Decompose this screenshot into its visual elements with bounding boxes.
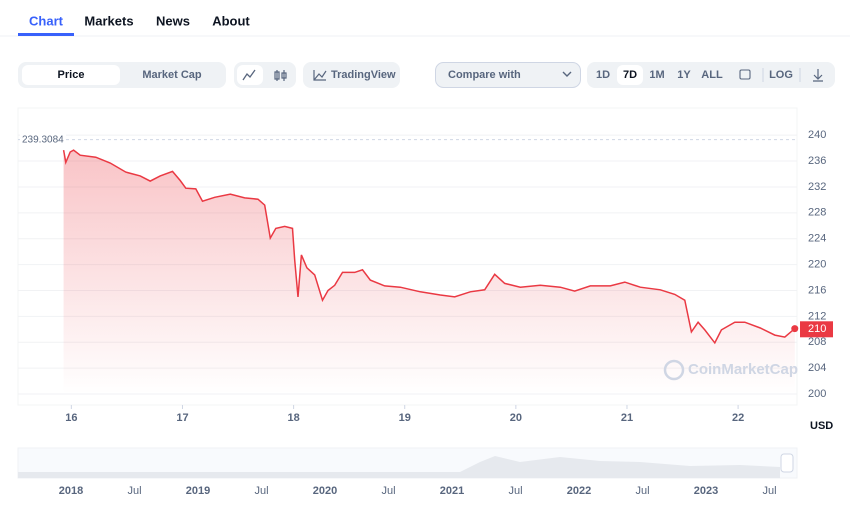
price-area — [63, 150, 795, 394]
x-tick-label: 17 — [176, 412, 188, 424]
max-label-bg — [20, 132, 66, 146]
navigator-label: Jul — [508, 485, 522, 497]
last-point — [791, 325, 799, 333]
range-selected — [617, 65, 643, 85]
navigator-label: Jul — [127, 485, 141, 497]
download-icon[interactable] — [813, 69, 823, 82]
watermark: CoinMarketCap — [688, 361, 798, 378]
tab[interactable]: Markets — [84, 13, 133, 28]
tradingview-icon — [313, 70, 327, 81]
watermark-logo — [663, 359, 685, 381]
y-tick-label: 200 — [808, 388, 826, 400]
y-tick-label: 228 — [808, 207, 826, 219]
range-button[interactable]: ALL — [701, 69, 723, 81]
range-group — [587, 62, 835, 88]
x-tick-label: 19 — [399, 412, 411, 424]
price-toggle[interactable]: Price — [58, 69, 85, 81]
tab[interactable]: News — [156, 13, 190, 28]
tab-underline — [18, 33, 74, 36]
y-tick-label: 236 — [808, 155, 826, 167]
max-label: 239.3084 — [22, 134, 64, 145]
y-tick-label: 240 — [808, 129, 826, 141]
price-line — [62, 149, 796, 345]
calendar-icon[interactable] — [739, 69, 751, 80]
y-tick-label: 212 — [808, 310, 826, 322]
y-tick-label: 220 — [808, 258, 826, 270]
navigator-label: 2023 — [694, 485, 718, 497]
y-tick-label: 204 — [808, 362, 826, 374]
current-price-badge — [800, 321, 833, 338]
y-tick-label: 208 — [808, 336, 826, 348]
chevron — [562, 71, 572, 77]
navigator-label: Jul — [254, 485, 268, 497]
compare-label[interactable]: Compare with — [448, 69, 521, 81]
navigator-label: Jul — [381, 485, 395, 497]
range-button[interactable]: 7D — [623, 69, 637, 81]
tab[interactable]: About — [212, 13, 250, 28]
currency-label: USD — [810, 420, 833, 432]
x-tick-label: 16 — [65, 412, 77, 424]
range-button[interactable]: 1M — [649, 69, 664, 81]
y-tick-label: 216 — [808, 284, 826, 296]
y-tick-label: 232 — [808, 181, 826, 193]
range-button[interactable]: 1D — [596, 69, 610, 81]
line-icon — [242, 69, 256, 81]
candle-icon[interactable] — [274, 70, 287, 81]
tradingview-label[interactable]: TradingView — [331, 69, 396, 81]
navigator-preview — [18, 456, 780, 478]
x-tick-label: 22 — [732, 412, 744, 424]
line-chart-button[interactable] — [237, 65, 263, 85]
navigator-label: Jul — [635, 485, 649, 497]
x-tick-label: 20 — [510, 412, 522, 424]
y-tick-label: 224 — [808, 233, 826, 245]
tradingview-button[interactable] — [303, 62, 400, 88]
navigator-label: 2021 — [440, 485, 464, 497]
market-cap-toggle[interactable]: Market Cap — [142, 69, 202, 81]
navigator-label: Jul — [762, 485, 776, 497]
toggle-selected — [22, 65, 120, 85]
navigator-label: 2018 — [59, 485, 83, 497]
log-button[interactable]: LOG — [769, 69, 793, 81]
compare-select[interactable] — [435, 62, 581, 88]
plot-frame — [17, 107, 798, 406]
tab[interactable]: Chart — [29, 13, 64, 28]
navigator-label: 2020 — [313, 485, 337, 497]
x-tick-label: 21 — [621, 412, 633, 424]
current-price: 210 — [808, 323, 826, 335]
navigator-label: 2022 — [567, 485, 591, 497]
range-button[interactable]: 1Y — [677, 69, 691, 81]
navigator-handle[interactable] — [780, 453, 794, 473]
x-tick-label: 18 — [287, 412, 299, 424]
navigator-label: 2019 — [186, 485, 210, 497]
